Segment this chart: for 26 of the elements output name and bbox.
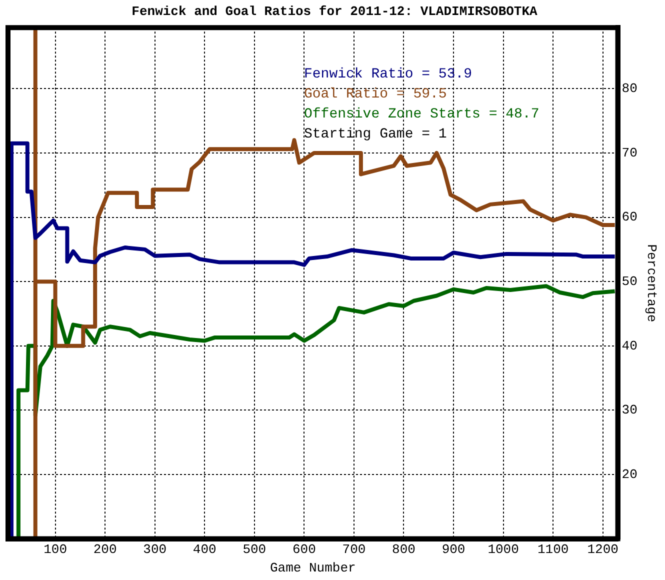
text: Offensive Zone Starts = 48.7	[304, 106, 540, 122]
y-axis-title: Percentage	[644, 244, 659, 322]
x-tick-label: 300	[143, 542, 167, 558]
annotation: Starting Game = 1	[304, 126, 447, 142]
x-axis-title: Game Number	[270, 560, 356, 576]
y-tick-label: 40	[622, 338, 638, 354]
x-tick-label: 600	[292, 542, 316, 558]
x-tick-label: 1000	[488, 542, 519, 558]
x-tick-label: 800	[392, 542, 416, 558]
x-tick-label: 1100	[537, 542, 569, 558]
x-tick-label: 200	[93, 542, 117, 558]
text: Fenwick Ratio = 53.9	[304, 66, 472, 82]
chart-title: Fenwick and Goal Ratios for 2011-12: VLADIMIRSOBOTKA	[132, 4, 538, 20]
y-tick-label: 20	[622, 466, 638, 482]
y-tick-label: 60	[622, 210, 638, 225]
x-tick-label: 500	[242, 542, 266, 558]
y-tick-label: 30	[622, 402, 638, 418]
x-tick-label: 100	[44, 542, 67, 558]
y-tick-label: 80	[622, 81, 638, 96]
text: Goal Ratio = 59.5	[304, 86, 447, 102]
x-tick-label: 400	[192, 542, 216, 558]
y-tick-label: 70	[622, 145, 638, 160]
y-tick-label: 50	[622, 274, 638, 290]
x-tick-label: 900	[442, 542, 466, 558]
x-tick-label: 700	[342, 542, 366, 558]
x-tick-label: 1200	[587, 542, 618, 558]
